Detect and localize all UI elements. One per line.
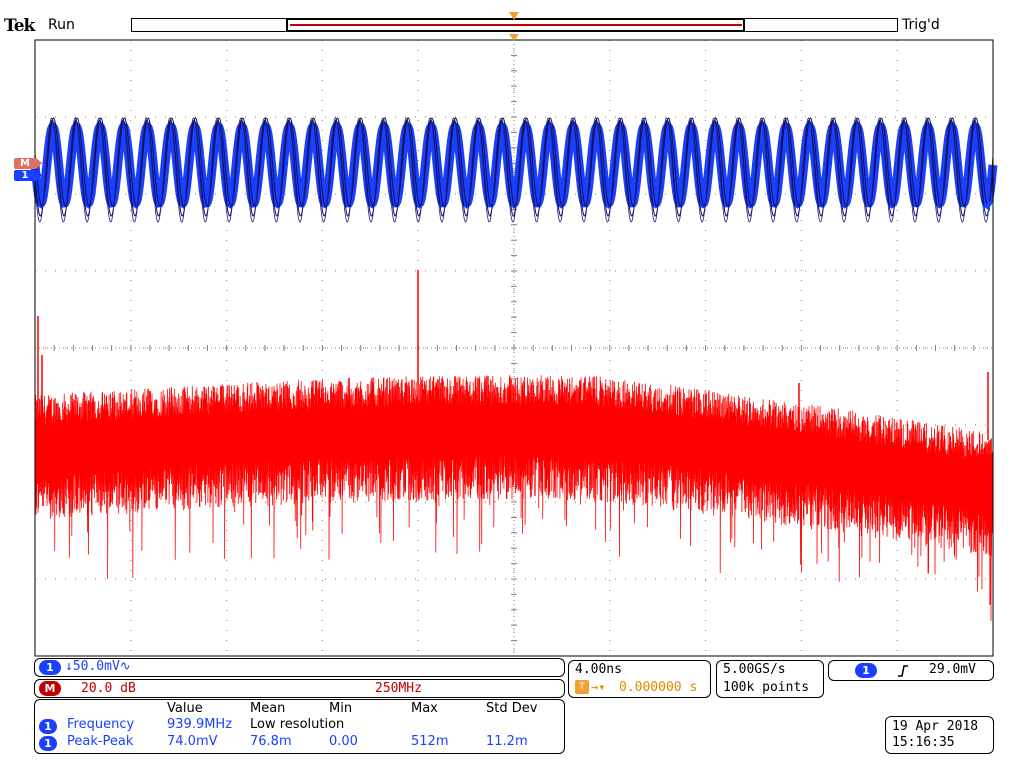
horizontal-scale-readout[interactable]: 4.00ns T →▾ 0.000000 s [568,660,711,698]
date: 19 Apr 2018 [892,719,979,734]
measurement-panel[interactable]: Value Mean Min Max Std Dev 1 Frequency 9… [34,699,565,754]
meas-min: 0.00 [329,734,358,749]
trigger-position-icon [509,12,519,20]
trigger-point-icon [509,34,519,41]
record-length: 100k points [723,680,810,695]
ch1-badge: 1 [39,660,61,675]
ch1-offset-arrow-icon [983,201,990,211]
time-per-div: 4.00ns [575,662,622,677]
top-status-bar: Tek Run Trig'd [0,0,1024,40]
meas-source-badge: 1 [39,736,57,751]
math-badge: M [39,681,61,696]
trigger-state: Trig'd [902,17,940,33]
acquisition-readout[interactable]: 5.00GS/s 100k points [716,660,824,698]
meas-name: Peak-Peak [67,734,134,749]
tek-logo: Tek [4,16,35,36]
graticule-grid [34,39,994,657]
acquisition-state: Run [48,17,75,33]
ch1-scale: ↓50.0mV∿ [65,659,131,674]
meas-mean: 76.8m [250,734,292,749]
meas-stddev: 11.2m [486,734,528,749]
ch1-readout[interactable]: 1 ↓50.0mV∿ [34,658,565,677]
col-min-header: Min [329,701,353,716]
horizontal-delay: 0.000000 s [619,680,698,695]
datetime-readout: 19 Apr 2018 15:16:35 [885,716,994,754]
rising-edge-icon [898,665,908,677]
math-ref-arrow-icon [36,158,42,169]
col-mean-header: Mean [250,701,286,716]
math-span: 250MHz [375,681,422,696]
delay-arrow-icon: →▾ [591,680,606,694]
sample-rate: 5.00GS/s [723,662,786,677]
record-position-line [290,24,742,26]
time: 15:16:35 [892,735,955,750]
trigger-source-badge: 1 [855,663,877,678]
meas-mean: Low resolution [250,717,345,732]
meas-source-badge: 1 [39,719,57,734]
ch1-ref-arrow-icon [36,170,42,181]
col-max-header: Max [411,701,438,716]
meas-max: 512m [411,734,449,749]
math-fft-trace [34,270,994,621]
meas-name: Frequency [67,717,135,732]
trigger-delay-icon: T [575,680,589,694]
meas-value: 74.0mV [167,734,218,749]
math-ref-marker[interactable]: M [14,158,36,169]
ch1-waveform-trace [30,117,998,223]
trigger-readout[interactable]: 1 29.0mV [828,660,994,681]
col-stddev-header: Std Dev [486,701,538,716]
meas-value: 939.9MHz [167,717,233,732]
math-readout[interactable]: M 20.0 dB 250MHz [34,679,565,698]
ch1-ref-marker[interactable]: 1 [14,170,36,181]
col-value-header: Value [167,701,203,716]
trigger-level: 29.0mV [929,662,976,677]
math-scale: 20.0 dB [81,681,136,696]
